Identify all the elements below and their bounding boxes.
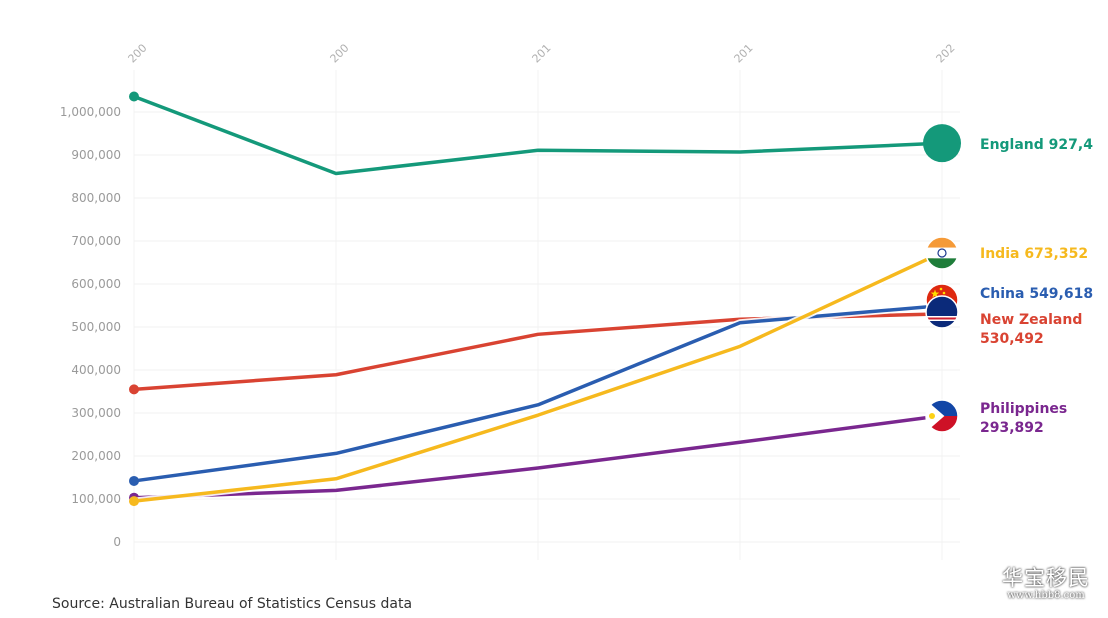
x-axis: 200 200 201 201 202	[126, 42, 958, 66]
end-labels: England 927,4 India 673,352 China 549,618 N…	[980, 137, 1093, 436]
flag-india-icon	[926, 237, 958, 269]
y-tick-label: 700,000	[71, 234, 121, 248]
flag-new-zealand-icon	[926, 296, 958, 328]
start-point-india	[129, 496, 139, 507]
end-label-england: England 927,4	[980, 137, 1093, 153]
end-marker-india	[925, 236, 959, 270]
end-marker-philippines	[925, 399, 959, 433]
y-tick-label: 1,000,000	[60, 105, 121, 119]
y-tick-label: 900,000	[71, 148, 121, 162]
series-line-india	[132, 250, 944, 503]
end-label-new-zealand: New Zealand	[980, 312, 1082, 328]
x-tick-label: 201	[732, 42, 756, 66]
series-line-england	[132, 94, 944, 176]
y-tick-label: 200,000	[71, 449, 121, 463]
y-axis: 0 100,000 200,000 300,000 400,000 500,000 600,…	[60, 105, 121, 549]
end-markers	[923, 124, 961, 433]
series-line-philippines	[132, 413, 944, 500]
y-tick-label: 600,000	[71, 277, 121, 291]
watermark-text: 华宝移民	[1002, 566, 1090, 590]
end-label-china: China 549,618	[980, 286, 1093, 302]
y-tick-label: 800,000	[71, 191, 121, 205]
end-marker-england	[923, 124, 961, 163]
y-tick-label: 0	[113, 535, 121, 549]
y-tick-label: 300,000	[71, 406, 121, 420]
y-tick-label: 500,000	[71, 320, 121, 334]
x-tick-label: 201	[530, 42, 554, 66]
start-point-china	[129, 475, 139, 486]
x-tick-label: 202	[934, 42, 958, 66]
end-label-new-zealand: 530,492	[980, 331, 1044, 347]
end-circle-england	[923, 124, 961, 163]
start-point-england	[129, 91, 139, 102]
y-tick-label: 400,000	[71, 363, 121, 377]
watermark-logo: 华宝移民 www.hbb8.com	[990, 566, 1102, 602]
watermark-url: www.hbb8.com	[1007, 590, 1085, 601]
end-label-india: India 673,352	[980, 246, 1088, 262]
y-tick-label: 100,000	[71, 492, 121, 506]
x-tick-label: 200	[328, 42, 352, 66]
start-point-new-zealand	[129, 384, 139, 395]
series-lines	[129, 91, 946, 507]
end-marker-new-zealand	[925, 295, 959, 329]
flag-philippines-icon	[926, 400, 958, 432]
x-tick-label: 200	[126, 42, 150, 66]
source-note: Source: Australian Bureau of Statistics …	[52, 596, 413, 612]
end-label-philippines: 293,892	[980, 420, 1044, 436]
end-label-philippines: Philippines	[980, 401, 1067, 417]
